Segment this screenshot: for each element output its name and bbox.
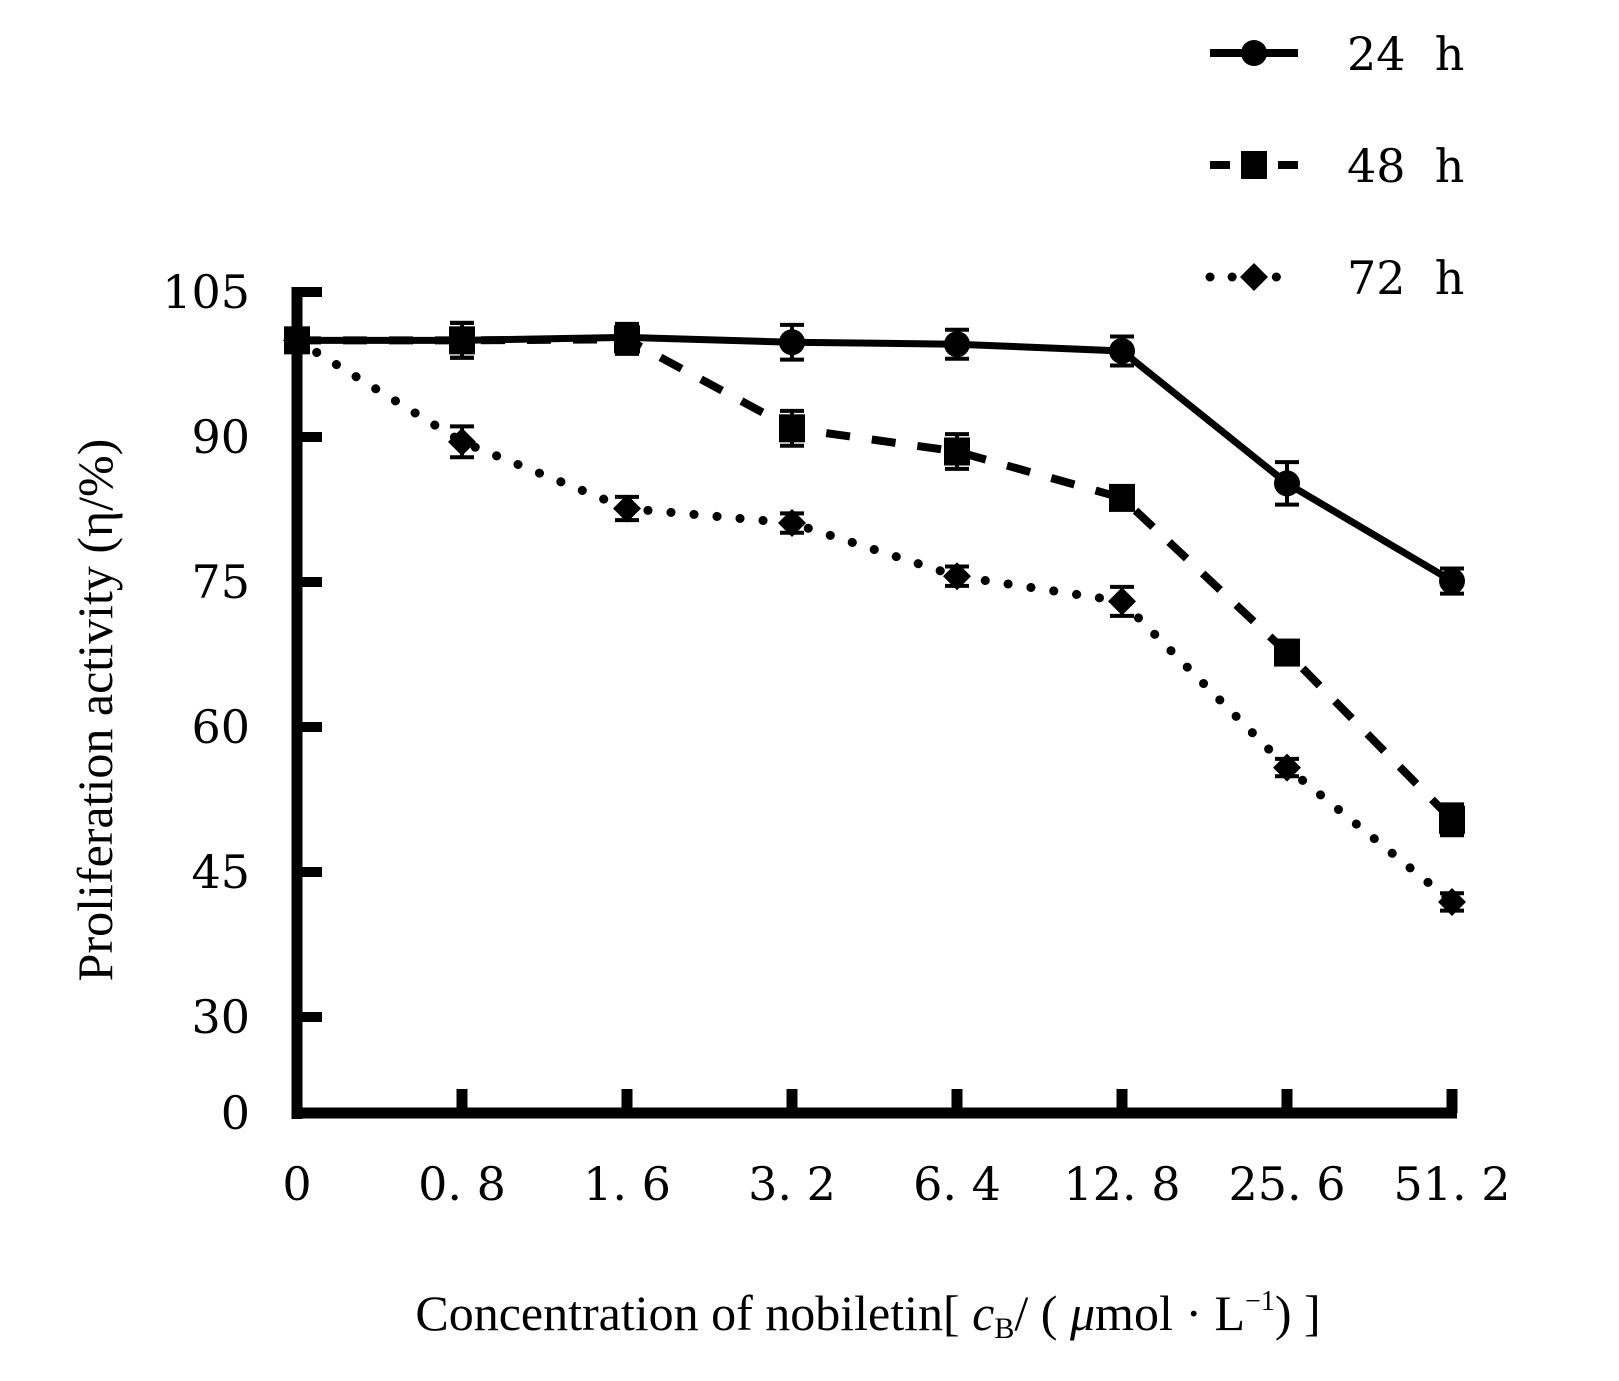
data-point-circle: [1109, 337, 1135, 364]
axes: [291, 287, 1457, 1119]
data-point-square: [614, 325, 640, 354]
y-tick-label: 0: [221, 1086, 250, 1140]
x-axis-title: Concentration of nobiletin[ cB/ ( μmol ·…: [415, 1285, 1320, 1345]
x-tick-label: 1. 6: [583, 1157, 671, 1211]
data-point-diamond: [1273, 753, 1301, 782]
data-point-diamond: [613, 494, 641, 523]
data-point-square: [944, 437, 970, 466]
y-tick-label: 60: [191, 700, 250, 754]
x-axis-title-superscript: −1: [1245, 1286, 1275, 1317]
series-line: [292, 335, 1457, 907]
y-tick-label: 75: [191, 555, 250, 609]
data-point-square: [779, 414, 805, 443]
series-line: [297, 335, 1455, 823]
data-point-diamond: [943, 562, 971, 591]
series-72h: [283, 326, 1466, 916]
x-axis-title-subscript: B: [994, 1312, 1014, 1345]
x-tick-label: 25. 6: [1228, 1157, 1345, 1211]
x-axis-title-symbol: c: [972, 1285, 994, 1341]
y-tick-label: 90: [191, 410, 250, 464]
x-axis-title-mu: μ: [1069, 1285, 1095, 1341]
data-point-diamond: [1438, 887, 1466, 916]
y-tick-label: 105: [162, 265, 250, 319]
x-tick-label: 6. 4: [913, 1157, 1001, 1211]
data-point-square: [449, 326, 475, 355]
data-point-circle: [1439, 568, 1465, 595]
y-tick-label: 45: [191, 845, 250, 899]
data-point-diamond: [1108, 587, 1136, 616]
data-point-square: [1109, 483, 1135, 512]
legend-label: 72 h: [1347, 251, 1464, 305]
x-axis-title-mid: / (: [1014, 1285, 1070, 1341]
x-tick-label: 3. 2: [748, 1157, 836, 1211]
data-point-circle: [779, 329, 805, 356]
legend-item: 48 h: [1210, 139, 1464, 193]
data-point-circle: [1274, 470, 1300, 497]
x-tick-label: 0: [282, 1157, 311, 1211]
data-point-diamond: [448, 427, 476, 456]
legend-item: 24 h: [1210, 27, 1464, 81]
data-point-diamond: [283, 326, 311, 355]
x-axis-title-suffix: ) ]: [1275, 1285, 1321, 1341]
legend: 24 h 48 h 72 h: [1205, 27, 1464, 305]
legend-marker-square: [1241, 151, 1267, 179]
x-axis-title-unit: mol · L: [1095, 1285, 1245, 1341]
data-point-diamond: [778, 509, 806, 538]
legend-marker-circle: [1241, 40, 1267, 66]
data-point-circle: [944, 331, 970, 358]
legend-label: 48 h: [1347, 139, 1464, 193]
data-point-square: [1439, 805, 1465, 834]
x-tick-label: 51. 2: [1393, 1157, 1510, 1211]
x-tick-label: 0. 8: [418, 1157, 506, 1211]
legend-marker-diamond: [1240, 263, 1268, 291]
legend-item: 72 h: [1205, 251, 1464, 305]
legend-label: 24 h: [1347, 27, 1464, 81]
y-axis-title: Proliferation activity (η/%): [67, 439, 123, 982]
x-ticks: 0 0. 8 1. 6 3. 2 6. 4 12. 8 25. 6 51. 2: [282, 1089, 1511, 1211]
y-ticks: 0 30 45 60 75 90 105: [162, 265, 322, 1140]
data-point-square: [1274, 638, 1300, 667]
series-layer: [283, 320, 1466, 916]
x-tick-label: 12. 8: [1063, 1157, 1180, 1211]
x-axis-title-prefix: Concentration of nobiletin[: [415, 1285, 972, 1341]
y-tick-label: 30: [191, 990, 250, 1044]
